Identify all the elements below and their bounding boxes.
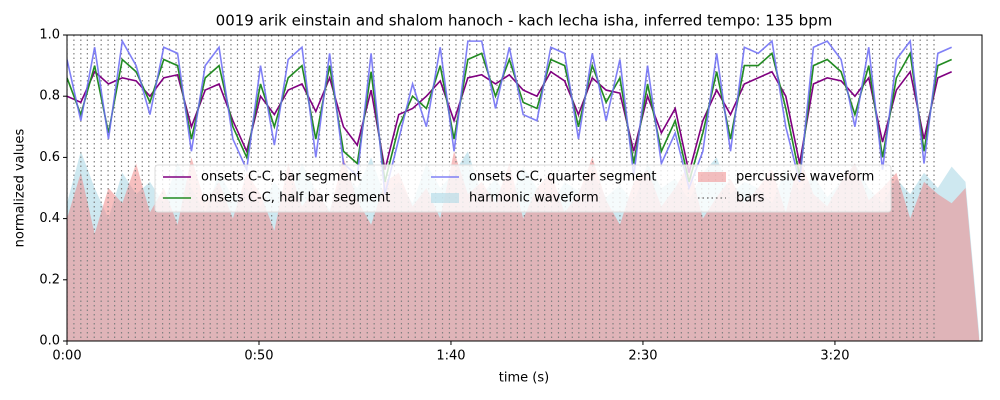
legend-label: onsets C-C, half bar segment: [201, 191, 390, 206]
onset-line: [67, 50, 952, 183]
x-axis-label: time (s): [499, 371, 549, 386]
y-tick-label: 1.0: [39, 28, 60, 43]
onset-line: [67, 38, 952, 195]
legend-label: onsets C-C, quarter segment: [469, 170, 656, 185]
onset-line: [67, 69, 952, 173]
legend-label: harmonic waveform: [469, 191, 599, 206]
y-tick-label: 0.8: [39, 89, 60, 104]
x-tick-label: 2:30: [628, 349, 657, 364]
legend-label: onsets C-C, bar segment: [201, 170, 362, 185]
y-tick-label: 0.6: [39, 150, 60, 165]
y-tick-label: 0.2: [39, 272, 60, 287]
legend-label: percussive waveform: [736, 170, 874, 185]
chart-title: 0019 arik einstain and shalom hanoch - k…: [216, 12, 833, 30]
x-tick-label: 0:00: [52, 349, 81, 364]
y-axis-label: normalized values: [13, 128, 28, 247]
legend-swatch: [431, 193, 459, 203]
y-tick-label: 0.0: [39, 334, 60, 349]
x-tick-label: 1:40: [436, 349, 465, 364]
y-tick-label: 0.4: [39, 211, 60, 226]
plot-frame: [66, 34, 983, 342]
x-tick-label: 0:50: [244, 349, 273, 364]
x-tick-label: 3:20: [820, 349, 849, 364]
legend-label: bars: [736, 191, 765, 206]
legend-swatch: [698, 172, 726, 182]
